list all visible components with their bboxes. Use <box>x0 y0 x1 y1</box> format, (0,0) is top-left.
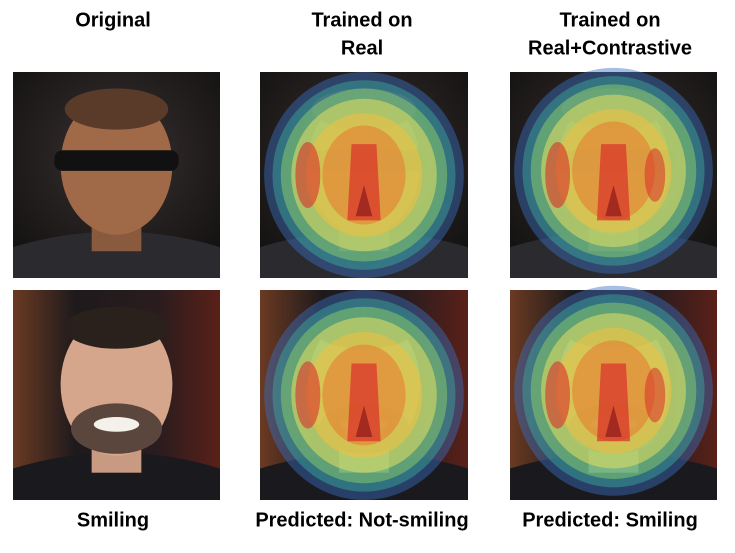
image-panel <box>260 72 468 278</box>
heatmap-peak <box>596 144 631 221</box>
labels: Original Smiling Trained on Real Predicted: … <box>75 9 698 531</box>
smile <box>93 417 140 432</box>
heatmap-peak <box>644 148 666 202</box>
image-panel <box>13 72 220 278</box>
column-caption: Smiling <box>77 509 149 531</box>
heatmap-peak <box>545 361 571 429</box>
image-panel <box>510 67 717 278</box>
heatmap-core <box>355 405 373 437</box>
image-panel <box>13 290 220 500</box>
column-title: Original <box>75 9 151 31</box>
image-panels <box>13 67 717 500</box>
heatmap-peak <box>295 361 321 429</box>
column-title: Real <box>341 37 383 59</box>
heatmap-peak <box>347 144 381 221</box>
heatmap-peak <box>644 367 666 423</box>
column-title: Trained on <box>311 9 412 31</box>
heatmap-peak <box>295 142 321 208</box>
heatmap-peak <box>545 142 571 208</box>
heatmap-core <box>605 185 622 217</box>
heatmap-peak <box>596 363 631 442</box>
image-panel <box>260 290 468 500</box>
sunglasses <box>54 150 179 171</box>
shoulders <box>13 231 220 278</box>
image-panel <box>510 285 717 500</box>
column-caption: Predicted: Smiling <box>522 509 698 531</box>
column-caption: Predicted: Not-smiling <box>255 509 468 531</box>
column-title: Trained on <box>559 9 660 31</box>
column-title: Real+Contrastive <box>528 37 692 59</box>
heatmap-core <box>605 405 622 437</box>
heatmap-peak <box>347 363 381 442</box>
heatmap-core <box>355 185 373 217</box>
hair <box>64 306 169 349</box>
hair <box>64 88 169 130</box>
shoulders <box>13 452 220 500</box>
